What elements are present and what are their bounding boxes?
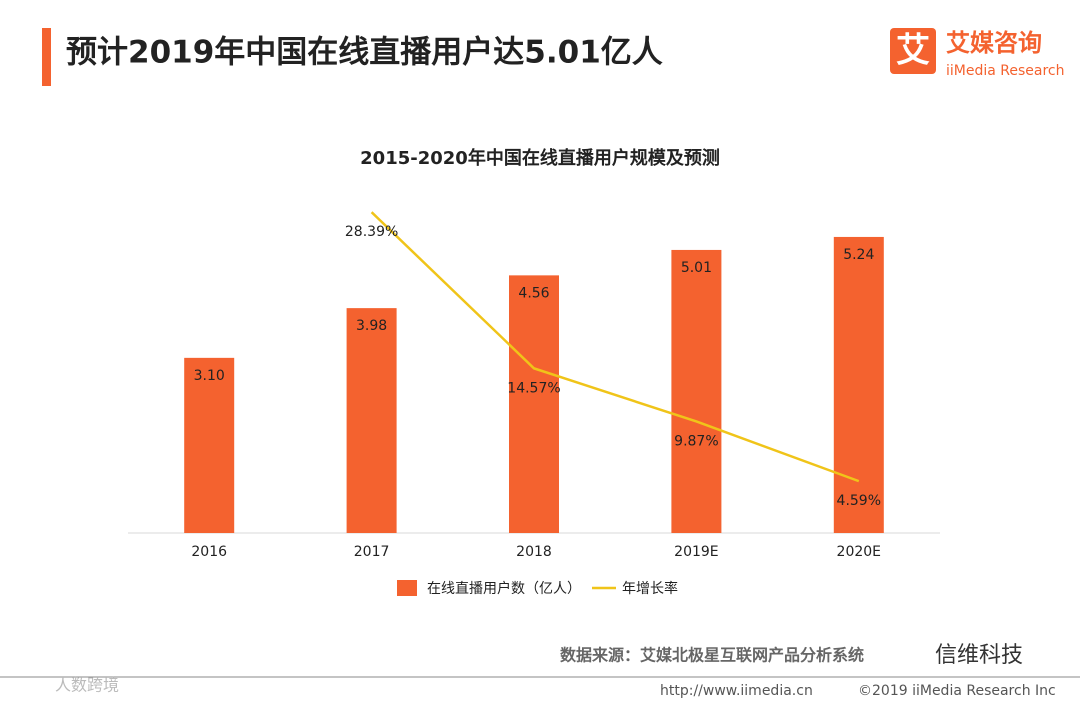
bar <box>184 357 235 533</box>
line-label: 4.59% <box>837 493 881 509</box>
x-tick-label: 2017 <box>354 544 390 560</box>
line <box>370 211 860 483</box>
url: http://www.iimedia.cn <box>660 683 813 699</box>
line-label: 28.39% <box>345 224 398 240</box>
bar <box>509 275 559 533</box>
x-tick-label: 2019E <box>674 544 718 560</box>
bar-label: 5.01 <box>681 260 712 276</box>
bar <box>671 249 722 533</box>
bar-label: 4.56 <box>518 285 549 301</box>
watermark: 信维科技 <box>935 643 1023 668</box>
page-title: 预计2019年中国在线直播用户达5.01亿人 <box>66 35 663 71</box>
line-label: 14.57% <box>507 380 560 396</box>
bar-label: 3.10 <box>194 368 225 384</box>
logo-icon: 艾 <box>896 31 930 71</box>
logo-text: 艾媒咨询 <box>946 29 1042 57</box>
logo-box <box>890 28 936 74</box>
x-tick-label: 2020E <box>837 544 881 560</box>
source: 数据来源：艾媒北极星互联网产品分析系统 <box>560 646 864 665</box>
logo-sub: iiMedia Research <box>946 63 1065 79</box>
x-tick-label: 2016 <box>191 544 227 560</box>
chart-title: 2015-2020年中国在线直播用户规模及预测 <box>360 147 720 169</box>
legend-label: 在线直播用户数（亿人） <box>427 580 581 597</box>
legend-swatch <box>397 580 417 596</box>
watermark-2: 人数跨境 <box>55 676 119 695</box>
bar-label: 5.24 <box>843 247 874 263</box>
bar <box>346 308 397 533</box>
legend-label: 年增长率 <box>622 580 678 597</box>
bar <box>833 236 884 533</box>
bar-label: 3.98 <box>356 318 387 334</box>
copyright: ©2019 iiMedia Research Inc <box>858 683 1056 699</box>
line-label: 9.87% <box>674 433 718 449</box>
title-accent <box>42 28 51 86</box>
x-tick-label: 2018 <box>516 544 552 560</box>
